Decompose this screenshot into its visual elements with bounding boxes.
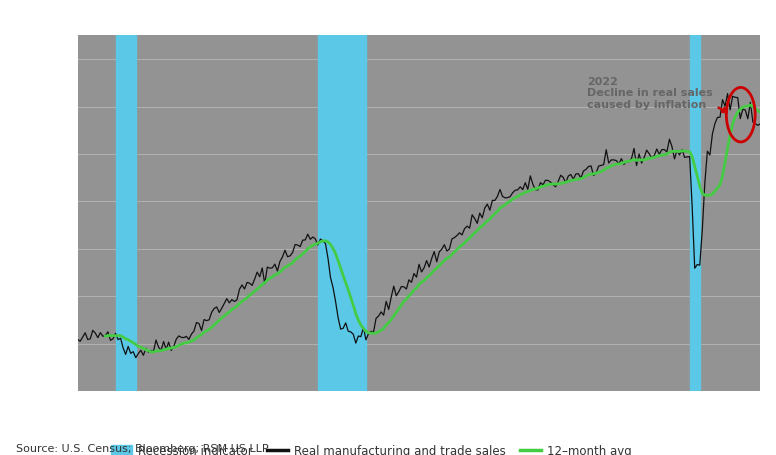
Text: 2022
Decline in real sales
caused by inflation: 2022 Decline in real sales caused by inf… — [587, 76, 727, 113]
Y-axis label: 2012 USD: 2012 USD — [17, 180, 30, 248]
Text: Source: U.S. Census; Bloomberg; RSM US LLP: Source: U.S. Census; Bloomberg; RSM US L… — [16, 443, 268, 453]
Bar — [690, 36, 700, 391]
Bar — [116, 36, 136, 391]
Bar — [318, 36, 366, 391]
Legend: Recession indicator, Real manufacturing and trade sales, 12–month avg: Recession indicator, Real manufacturing … — [106, 440, 636, 455]
